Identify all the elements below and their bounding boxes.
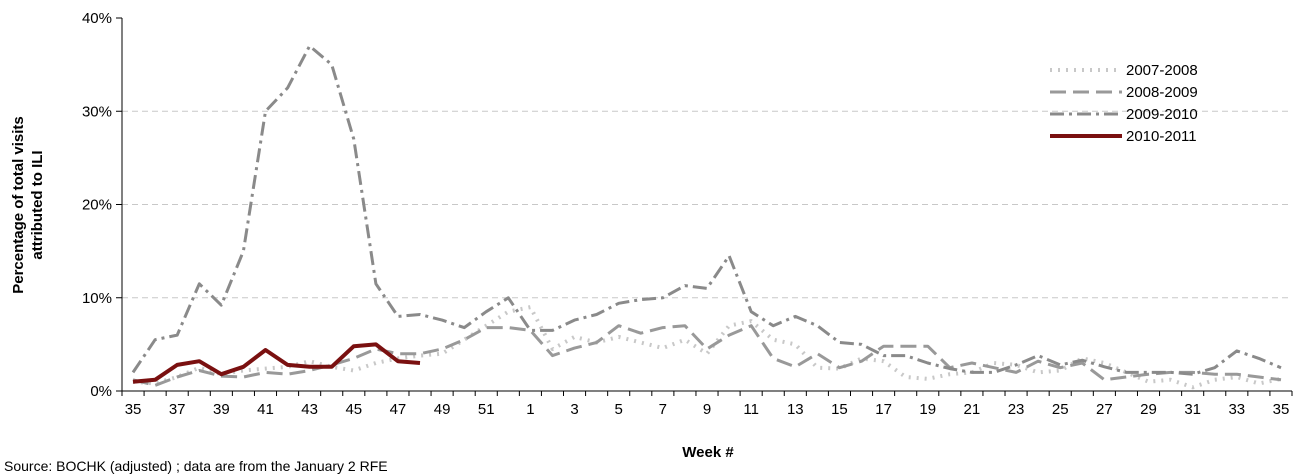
y-tick-label: 40% [82, 10, 112, 27]
x-tick-labels: 35 37 39 41 43 45 47 49 51 1 3 5 7 9 11 13 15 17 19 21 23 25 2… [121, 391, 1293, 418]
x-tick-label: 31 [1184, 401, 1201, 418]
y-tick-label: 0% [90, 383, 112, 400]
x-tick-label: 15 [831, 401, 848, 418]
x-tick-label: 33 [1228, 401, 1245, 418]
legend-label: 2007-2008 [1126, 62, 1198, 79]
x-tick-label: 37 [169, 401, 186, 418]
x-tick-label: 11 [743, 401, 759, 418]
series-line-2007-2008 [132, 305, 1282, 390]
y-axis-title-line2: attributed to ILI [29, 150, 46, 259]
x-axis-title: Week # [682, 444, 734, 460]
x-tick-label: 29 [1140, 401, 1157, 418]
legend: 2007-2008 2008-2009 2009-2010 2010-2011 [1050, 62, 1198, 145]
x-tick-label: 51 [478, 401, 495, 418]
y-tick-labels: 0% 10% 20% 30% 40% [82, 10, 122, 400]
x-tick-label: 17 [875, 401, 892, 418]
series-line-2009-2010 [131, 44, 1282, 376]
x-tick-label: 19 [919, 401, 936, 418]
x-tick-label: 9 [703, 401, 711, 418]
x-tick-label: 41 [257, 401, 274, 418]
x-tick-label: 13 [787, 401, 804, 418]
gridlines [122, 110, 1292, 299]
x-tick-label: 39 [213, 401, 230, 418]
legend-label: 2010-2011 [1126, 128, 1197, 145]
x-tick-label: 27 [1096, 401, 1113, 418]
x-tick-label: 49 [434, 401, 451, 418]
x-tick-label: 7 [659, 401, 667, 418]
x-tick-label: 35 [1273, 401, 1290, 418]
y-tick-label: 20% [82, 197, 112, 214]
x-tick-label: 21 [964, 401, 981, 418]
source-note: Source: BOCHK (adjusted) ; data are from… [4, 458, 388, 474]
x-tick-label: 45 [345, 401, 362, 418]
y-tick-label: 10% [82, 290, 112, 307]
x-tick-label: 23 [1008, 401, 1025, 418]
y-tick-label: 30% [82, 103, 112, 120]
x-tick-label: 35 [125, 401, 142, 418]
x-tick-label: 43 [301, 401, 318, 418]
chart: 0%10%20%30%40% 35 37 39 41 43 45 47 49 51 1 3 5 7 9 11… [10, 10, 1293, 460]
x-tick-label: 25 [1052, 401, 1069, 418]
legend-label: 2008-2009 [1126, 84, 1198, 101]
legend-label: 2009-2010 [1126, 106, 1198, 123]
series-line-2008-2009 [132, 324, 1282, 387]
series-lines [131, 44, 1282, 390]
x-tick-label: 5 [615, 401, 623, 418]
x-tick-label: 1 [526, 401, 534, 418]
x-tick-label: 3 [570, 401, 578, 418]
x-tick-label: 47 [390, 401, 407, 418]
y-axis-title-line1: Percentage of total visits [10, 116, 27, 294]
series-line-2010-2011 [132, 342, 421, 384]
